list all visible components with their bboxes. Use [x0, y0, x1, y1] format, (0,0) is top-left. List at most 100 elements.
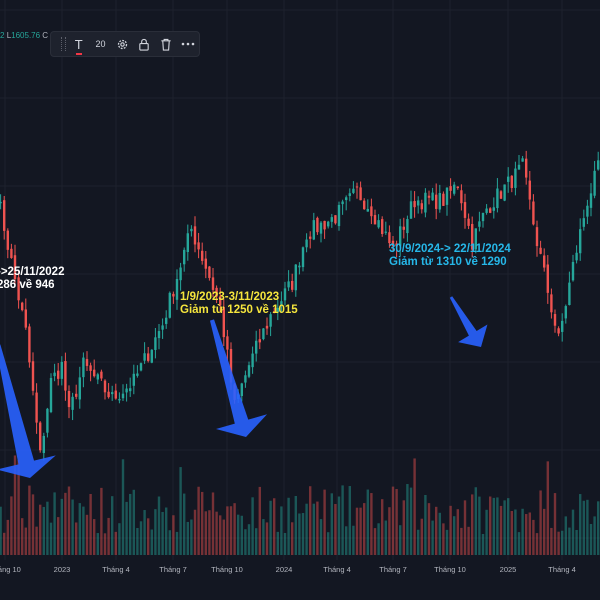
candle	[247, 365, 251, 377]
candle	[42, 435, 45, 454]
candle	[463, 202, 467, 218]
settings-button[interactable]	[111, 33, 133, 55]
candle	[323, 220, 326, 230]
annotation-1[interactable]: ->25/11/2022 286 về 946	[0, 266, 64, 292]
volume-bar	[579, 494, 582, 555]
volume-bar	[337, 496, 341, 555]
candle	[579, 229, 582, 254]
candle	[395, 243, 398, 247]
candle	[499, 191, 503, 199]
candle	[219, 296, 222, 306]
candle	[190, 228, 193, 232]
candle	[136, 373, 139, 376]
candle	[24, 309, 27, 328]
candle	[561, 320, 564, 332]
volume-bar	[309, 486, 312, 555]
annotation-2-line2: Giảm từ 1250 về 1015	[180, 304, 298, 316]
volume-bar	[57, 517, 60, 555]
font-size-button[interactable]: 20	[90, 33, 112, 55]
more-button[interactable]	[177, 33, 199, 55]
candle	[53, 372, 56, 377]
volume-bar	[496, 497, 499, 555]
candle	[417, 200, 420, 206]
volume-bar	[240, 515, 243, 555]
candle	[492, 207, 495, 211]
volume-bar	[510, 510, 513, 555]
candle	[348, 193, 351, 196]
x-tick-label: 2025	[499, 565, 517, 574]
delete-button[interactable]	[155, 33, 177, 55]
candle	[222, 307, 225, 338]
candle	[525, 158, 528, 178]
volume-bar	[485, 509, 488, 555]
candle	[157, 331, 161, 339]
annotation-2-line1: 1/9/2023-3/11/2023	[180, 291, 280, 303]
candle	[139, 363, 143, 371]
volume-bar	[53, 492, 56, 555]
volume-bar	[413, 458, 416, 555]
candle	[330, 217, 333, 222]
candle	[471, 223, 474, 250]
volume-bar	[96, 533, 99, 555]
candle	[0, 201, 2, 204]
candle	[125, 388, 128, 393]
candle	[226, 336, 229, 350]
trend-arrow-3	[449, 296, 488, 347]
candle	[571, 261, 575, 281]
volume-bar	[593, 516, 596, 555]
candle	[17, 277, 20, 301]
candle	[521, 158, 524, 162]
candle	[82, 357, 85, 378]
volume-bar	[6, 519, 9, 555]
volume-bar	[291, 522, 294, 555]
candle	[154, 337, 157, 350]
volume-bar	[222, 519, 225, 555]
candle	[179, 267, 182, 281]
lock-button[interactable]	[133, 33, 155, 55]
volume-bar	[150, 529, 153, 555]
candle	[6, 230, 9, 250]
volume-bar	[190, 519, 193, 555]
volume-bar	[301, 513, 305, 555]
volume-bar	[316, 501, 319, 555]
volume-bar	[553, 493, 557, 555]
volume-bar	[111, 496, 114, 555]
candle	[589, 193, 593, 208]
x-tick-label: Tháng 4	[548, 565, 576, 574]
volume-bar	[165, 507, 168, 555]
volume-bar	[125, 501, 128, 555]
candle	[201, 250, 204, 261]
volume-bar	[78, 503, 81, 555]
candle	[399, 226, 402, 246]
annotation-2[interactable]: 1/9/2023-3/11/2023 Giảm từ 1250 về 1015	[180, 291, 298, 317]
x-tick-label: Tháng 10	[211, 565, 243, 574]
candle	[258, 339, 261, 343]
candle	[420, 203, 423, 210]
candle	[503, 184, 506, 201]
x-tick-label: Tháng 10	[434, 565, 466, 574]
candle	[183, 249, 186, 265]
volume-bar	[525, 514, 528, 555]
volume-bar	[49, 522, 53, 555]
volume-bar	[391, 486, 395, 555]
volume-bar	[294, 495, 297, 555]
volume-bar	[215, 511, 218, 555]
annotation-3[interactable]: 30/9/2024-> 22/11/2024 Giảm từ 1310 về 1…	[389, 243, 511, 269]
volume-bar	[453, 516, 456, 555]
candle	[111, 392, 114, 395]
candle	[507, 176, 510, 182]
volume-bar	[283, 532, 287, 555]
volume-bar	[168, 530, 171, 555]
volume-bar	[147, 518, 150, 555]
volume-bar	[229, 506, 233, 555]
candle	[60, 361, 63, 379]
text-tool-button[interactable]: T	[68, 33, 90, 55]
text-icon: T	[75, 37, 83, 55]
x-tick-label: 2024	[275, 565, 293, 574]
volume-bar	[258, 486, 261, 555]
drag-handle[interactable]	[61, 37, 66, 51]
volume-bar	[204, 511, 207, 555]
volume-bar	[183, 493, 186, 555]
candle	[409, 201, 413, 219]
